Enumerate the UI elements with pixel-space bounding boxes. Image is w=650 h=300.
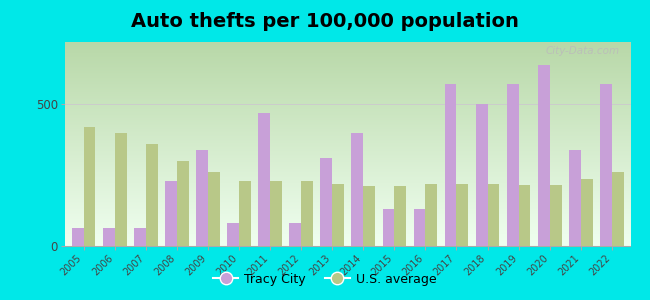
Bar: [456, 184, 468, 246]
Legend: Tracy City, U.S. average: Tracy City, U.S. average: [208, 268, 442, 291]
Bar: [538, 65, 550, 246]
Bar: [208, 172, 220, 246]
Bar: [289, 223, 301, 246]
Bar: [332, 184, 344, 246]
Bar: [352, 133, 363, 246]
Bar: [550, 185, 562, 246]
Text: City-Data.com: City-Data.com: [545, 46, 619, 56]
Bar: [426, 184, 437, 246]
Text: Auto thefts per 100,000 population: Auto thefts per 100,000 population: [131, 12, 519, 31]
Bar: [413, 209, 426, 246]
Bar: [177, 161, 188, 246]
Bar: [84, 127, 96, 246]
Bar: [320, 158, 332, 246]
Bar: [363, 187, 375, 246]
Bar: [612, 172, 623, 246]
Bar: [476, 104, 488, 246]
Bar: [507, 85, 519, 246]
Bar: [114, 133, 127, 246]
Bar: [445, 85, 456, 246]
Bar: [270, 181, 282, 246]
Bar: [196, 150, 208, 246]
Bar: [239, 181, 251, 246]
Bar: [519, 185, 530, 246]
Bar: [581, 179, 593, 246]
Bar: [227, 223, 239, 246]
Bar: [383, 209, 395, 246]
Bar: [165, 181, 177, 246]
Bar: [395, 187, 406, 246]
Bar: [569, 150, 581, 246]
Bar: [488, 184, 499, 246]
Bar: [258, 113, 270, 246]
Bar: [134, 228, 146, 246]
Bar: [103, 228, 114, 246]
Bar: [600, 85, 612, 246]
Bar: [146, 144, 157, 246]
Bar: [301, 181, 313, 246]
Bar: [72, 228, 84, 246]
